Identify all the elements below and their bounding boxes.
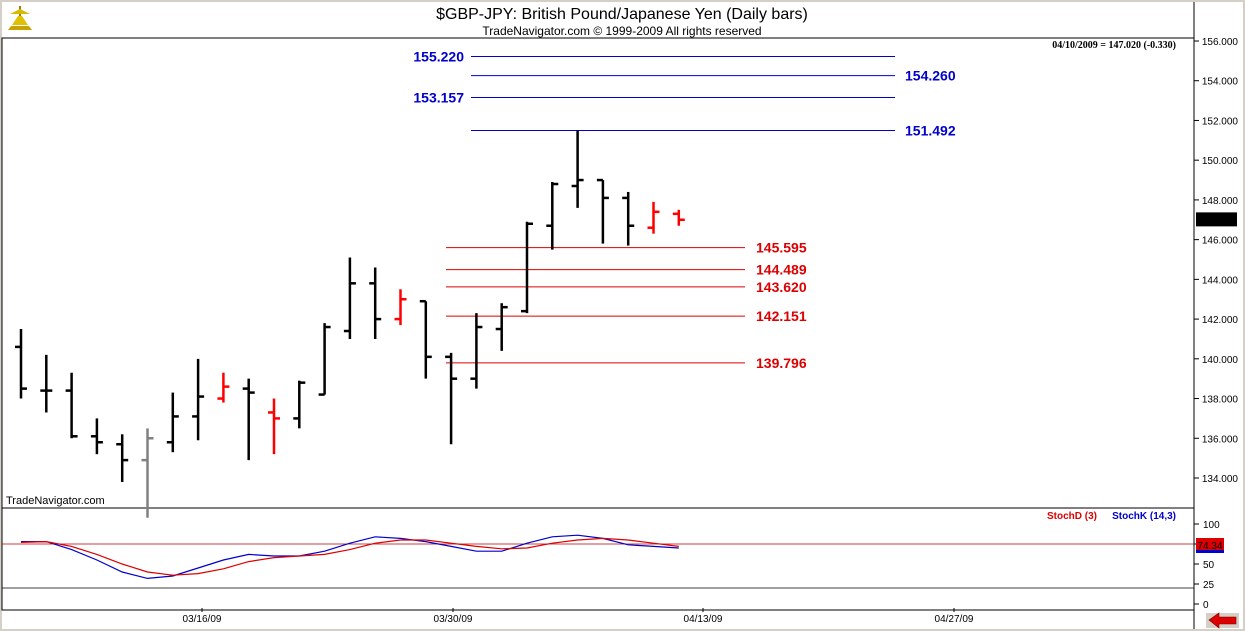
level-label: 139.796 — [756, 355, 807, 371]
ohlc-bar — [116, 434, 129, 482]
date-tick-label: 04/27/09 — [935, 614, 974, 625]
last-price-info: 04/10/2009 = 147.020 (-0.330) — [1052, 40, 1176, 51]
tradenavigator-logo[interactable] — [8, 6, 32, 30]
stoch-tick-label: 50 — [1203, 560, 1215, 571]
ohlc-bar — [217, 372, 230, 403]
price-tick-label: 144.000 — [1202, 275, 1239, 286]
ohlc-bar — [394, 289, 407, 326]
level-label: 143.620 — [756, 279, 807, 295]
ohlc-bar — [343, 257, 356, 339]
price-tick-label: 136.000 — [1202, 434, 1239, 445]
ohlc-bar — [369, 267, 382, 339]
current-price-marker: 147.020 — [1196, 212, 1237, 227]
date-axis: 03/16/09 03/30/09 04/13/09 04/27/09 — [183, 608, 974, 625]
level-label: 154.260 — [905, 68, 956, 84]
ohlc-bar — [672, 209, 685, 226]
ohlc-bar — [571, 130, 584, 208]
ohlc-bar — [293, 380, 306, 429]
price-tick-label: 154.000 — [1202, 77, 1239, 88]
ohlc-bar — [90, 418, 103, 455]
ohlc-bar — [596, 178, 609, 244]
date-tick-label: 03/16/09 — [183, 614, 222, 625]
level-label: 144.489 — [756, 262, 807, 278]
stochk-line — [21, 534, 679, 580]
ohlc-bar — [268, 398, 280, 455]
stoch-panel-frame — [1, 507, 1195, 611]
level-label: 151.492 — [905, 123, 956, 139]
price-tick-label: 138.000 — [1202, 395, 1239, 406]
price-tick-label: 156.000 — [1202, 37, 1239, 48]
ohlc-bar — [647, 201, 660, 234]
ohlc-bars — [15, 130, 685, 518]
fib-levels: 155.220 154.260 153.157 151.492 145.595 144.4… — [413, 48, 955, 370]
price-tick-label: 140.000 — [1202, 355, 1239, 366]
watermark-text: TradeNavigator.com — [6, 495, 105, 507]
chart-title: $GBP-JPY: British Pound/Japanese Yen (Da… — [436, 6, 808, 23]
ohlc-bar — [445, 352, 458, 445]
legend-stochk: StochK (14,3) — [1112, 511, 1176, 522]
ohlc-bar — [470, 313, 483, 389]
stoch-lines — [2, 534, 1194, 589]
scroll-left-arrow-icon[interactable] — [1206, 612, 1239, 629]
date-tick-label: 04/13/09 — [684, 614, 723, 625]
ohlc-bar — [521, 221, 533, 314]
level-label: 153.157 — [413, 89, 464, 105]
current-price-label: 147.020 — [1198, 215, 1235, 226]
stoch-axis: 1007550250 — [1194, 520, 1220, 611]
ohlc-bar — [242, 378, 255, 461]
ohlc-bar — [65, 372, 78, 439]
ohlc-bar — [166, 392, 179, 453]
ohlc-bar — [15, 329, 27, 399]
ohlc-bar — [318, 323, 331, 396]
ohlc-bar — [192, 358, 205, 441]
ohlc-bar — [40, 354, 53, 413]
price-tick-label: 150.000 — [1202, 156, 1239, 167]
price-axis: 156.000 154.000 152.000 150.000 148.000 146.0… — [1194, 37, 1238, 485]
ohlc-bar — [419, 299, 432, 379]
legend-stochd: StochD (3) — [1047, 511, 1097, 522]
stoch-tick-label: 0 — [1203, 600, 1209, 611]
ohlc-bar — [546, 182, 559, 250]
ohlc-bar — [495, 303, 508, 351]
level-label: 155.220 — [413, 48, 464, 64]
price-tick-label: 148.000 — [1202, 196, 1239, 207]
price-tick-label: 152.000 — [1202, 116, 1239, 127]
stoch-current-label: 74.34 — [1197, 541, 1222, 552]
price-panel-frame — [1, 37, 1195, 509]
level-label: 145.595 — [756, 240, 807, 256]
stochd-line — [20, 537, 679, 576]
stoch-tick-label: 100 — [1203, 520, 1220, 531]
ohlc-bar — [141, 428, 154, 518]
price-tick-label: 134.000 — [1202, 474, 1239, 485]
price-tick-label: 146.000 — [1202, 236, 1239, 247]
date-tick-label: 03/30/09 — [434, 614, 473, 625]
price-tick-label: 142.000 — [1202, 315, 1239, 326]
level-label: 142.151 — [756, 308, 807, 324]
stoch-tick-label: 25 — [1203, 580, 1215, 591]
copyright-text: TradeNavigator.com © 1999-2009 All right… — [482, 24, 761, 38]
ohlc-bar — [622, 191, 635, 246]
stoch-current-marker: 74.34 — [1196, 538, 1224, 553]
